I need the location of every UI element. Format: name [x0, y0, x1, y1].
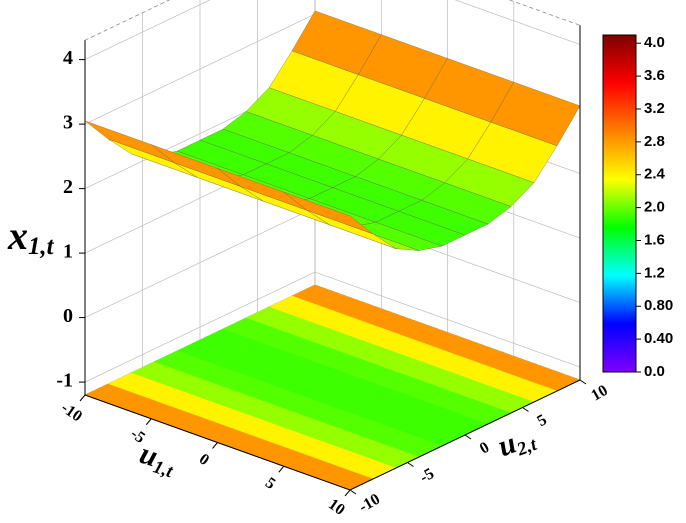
- surface-cell: [283, 191, 374, 235]
- z-tick-label: 4: [63, 47, 73, 69]
- colorbar-tick-label: 2.8: [644, 133, 665, 150]
- z-tick-label: -1: [56, 370, 73, 392]
- colorbar-tick-label: 2.4: [644, 166, 666, 183]
- ylabel-title: u2,t: [493, 420, 540, 467]
- colorbar: [602, 34, 637, 373]
- x-tick-label: 0: [196, 451, 212, 470]
- colorbar-tick-label: 1.6: [644, 231, 665, 248]
- y-tick-label: 5: [534, 411, 549, 430]
- z-tick-label: 3: [63, 112, 73, 134]
- y-tick-label: 10: [588, 382, 610, 405]
- x-tick-label: -10: [58, 399, 85, 425]
- colorbar-tick-label: 3.6: [644, 67, 665, 84]
- x-tick: [278, 465, 285, 473]
- y-tick: [522, 407, 529, 412]
- y-tick-label: -5: [417, 465, 437, 486]
- y-tick: [464, 434, 472, 440]
- colorbar-tick-label: 0.0: [644, 363, 665, 380]
- y-tick: [349, 489, 357, 495]
- surface-cell: [84, 120, 175, 163]
- zlabel-title: x1,t: [7, 213, 55, 260]
- zlabel-title-main: x: [7, 213, 28, 258]
- colorbar-tick-label: 4.0: [644, 34, 665, 51]
- colorbar-tick-label: 3.2: [644, 100, 665, 117]
- grid-line: [84, 0, 581, 60]
- x-tick: [212, 442, 218, 449]
- z-tick-label: 1: [63, 241, 73, 263]
- y-tick-label: 0: [477, 439, 492, 458]
- x-tick-label: 5: [262, 474, 278, 493]
- colorbar-tick-label: 1.2: [644, 264, 665, 281]
- colorbar-tick-label: 0.80: [644, 297, 673, 314]
- zlabel-title-sub: 1,t: [28, 233, 55, 260]
- y-tick-label: -10: [356, 491, 383, 516]
- y-tick: [407, 462, 414, 467]
- colorbar-tick-label: 0.40: [644, 330, 673, 347]
- x-tick: [344, 489, 351, 497]
- x-tick-label: 10: [325, 496, 348, 519]
- xlabel-title: u1,t: [135, 437, 181, 483]
- y-tick: [579, 379, 587, 385]
- colorbar-tick-label: 2.0: [644, 199, 665, 216]
- x-tick: [79, 394, 86, 402]
- x-tick: [145, 418, 152, 426]
- z-tick-label: 2: [63, 176, 73, 198]
- z-tick-label: 0: [63, 305, 73, 327]
